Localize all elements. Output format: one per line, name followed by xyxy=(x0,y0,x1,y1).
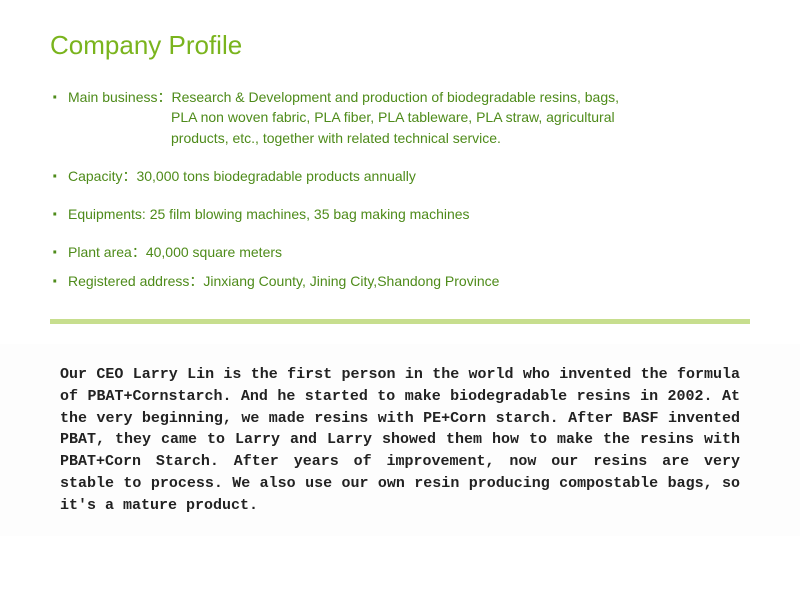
bullet-capacity: Capacity：30,000 tons biodegradable produ… xyxy=(50,166,750,186)
bullet-list: Main business：Research & Development and… xyxy=(50,87,750,291)
bullet-text: Jinxiang County, Jining City,Shandong Pr… xyxy=(203,273,499,289)
company-description: Our CEO Larry Lin is the first person in… xyxy=(60,364,740,516)
description-section: Our CEO Larry Lin is the first person in… xyxy=(0,344,800,536)
bullet-text: 40,000 square meters xyxy=(146,244,282,260)
section-divider xyxy=(50,319,750,324)
bullet-continuation: PLA non woven fabric, PLA fiber, PLA tab… xyxy=(68,107,750,127)
bullet-text: 30,000 tons biodegradable products annua… xyxy=(136,168,415,184)
bullet-continuation: products, etc., together with related te… xyxy=(68,128,750,148)
bullet-label: Equipments: xyxy=(68,206,150,222)
bullet-label: Plant area： xyxy=(68,244,146,260)
profile-container: Company Profile Main business：Research &… xyxy=(0,0,800,344)
bullet-label: Registered address： xyxy=(68,273,203,289)
bullet-registered-address: Registered address：Jinxiang County, Jini… xyxy=(50,271,750,291)
bullet-label: Main business： xyxy=(68,89,172,105)
bullet-plant-area: Plant area：40,000 square meters xyxy=(50,242,750,262)
page-title: Company Profile xyxy=(50,30,750,61)
bullet-text: Research & Development and production of… xyxy=(172,89,620,105)
bullet-main-business: Main business：Research & Development and… xyxy=(50,87,750,148)
bullet-equipments: Equipments: 25 film blowing machines, 35… xyxy=(50,204,750,224)
bullet-label: Capacity： xyxy=(68,168,136,184)
bullet-text: 25 film blowing machines, 35 bag making … xyxy=(150,206,470,222)
